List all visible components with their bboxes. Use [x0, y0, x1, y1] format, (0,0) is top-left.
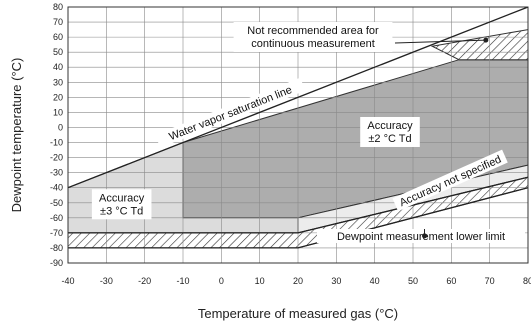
y-axis-title: Dewpoint temperature (°C)	[9, 58, 24, 213]
accuracy-label-0-bg	[360, 116, 420, 147]
x-tick-label: -10	[176, 276, 189, 286]
y-tick-label: 50	[53, 47, 63, 57]
x-tick-label: -30	[100, 276, 113, 286]
not-recommended-leader	[394, 39, 486, 44]
y-tick-label: -20	[50, 153, 63, 163]
y-tick-label: -30	[50, 168, 63, 178]
x-tick-label: 20	[293, 276, 303, 286]
lower-limit-bg	[317, 229, 525, 243]
not-recommended-label-bg	[233, 22, 393, 52]
y-tick-label: 60	[53, 32, 63, 42]
accuracy-label-1-text: Accuracy	[99, 192, 145, 204]
saturation-line	[68, 7, 528, 189]
boundary-line-1	[68, 176, 528, 234]
y-tick-label: -40	[50, 183, 63, 193]
x-tick-label: 50	[408, 276, 418, 286]
x-tick-labels: -40 -30 -20 -10 0 10 20 30 40 50 60 70 80	[61, 276, 531, 286]
y-tick-label: 70	[53, 17, 63, 27]
y-tick-label: 10	[53, 107, 63, 117]
y-tick-label: -60	[50, 213, 63, 223]
y-tick-label: -10	[50, 138, 63, 148]
accuracy-label-1-bg	[91, 189, 152, 220]
not-recommended-label-text: continuous measurement	[251, 38, 375, 50]
x-tick-label: -20	[138, 276, 151, 286]
accuracy-label-1-text: ±3 °C Td	[100, 205, 143, 217]
x-tick-label: 70	[485, 276, 495, 286]
saturation-label-bg	[155, 77, 306, 148]
y-tick-label: 20	[53, 92, 63, 102]
boundary-line-2	[68, 187, 528, 249]
not-recommended-label-text: Not recommended area for	[247, 25, 379, 37]
x-axis-title: Temperature of measured gas (°C)	[198, 306, 398, 321]
not-specified-bg	[392, 149, 508, 212]
x-tick-label: 80	[523, 276, 531, 286]
not-recommended-dot	[483, 37, 489, 43]
x-tick-label: 30	[331, 276, 341, 286]
plot-frame	[67, 6, 529, 264]
y-tick-label: -90	[50, 258, 63, 268]
x-tick-label: 0	[219, 276, 224, 286]
chart-lines	[68, 7, 528, 249]
accuracy-label-0-text: ±2 °C Td	[368, 133, 411, 145]
x-tick-label: 40	[370, 276, 380, 286]
accuracy-label-0-text: Accuracy	[367, 120, 413, 132]
y-tick-label: -70	[50, 228, 63, 238]
x-tick-label: -40	[61, 276, 74, 286]
y-tick-label: 40	[53, 62, 63, 72]
region-4	[430, 29, 528, 61]
x-tick-label: 60	[446, 276, 456, 286]
y-tick-label: -80	[50, 243, 63, 253]
y-tick-label: 0	[58, 122, 63, 132]
y-tick-label: 30	[53, 77, 63, 87]
x-tick-label: 10	[255, 276, 265, 286]
y-tick-label: 80	[53, 2, 63, 12]
y-tick-label: -50	[50, 198, 63, 208]
lower-limit-label: Dewpoint measurement lower limit	[337, 231, 505, 243]
y-tick-labels: 80 70 60 50 40 30 20 10 0 -10 -20 -30 -40 -50 -60 -70 -8…	[50, 2, 63, 268]
